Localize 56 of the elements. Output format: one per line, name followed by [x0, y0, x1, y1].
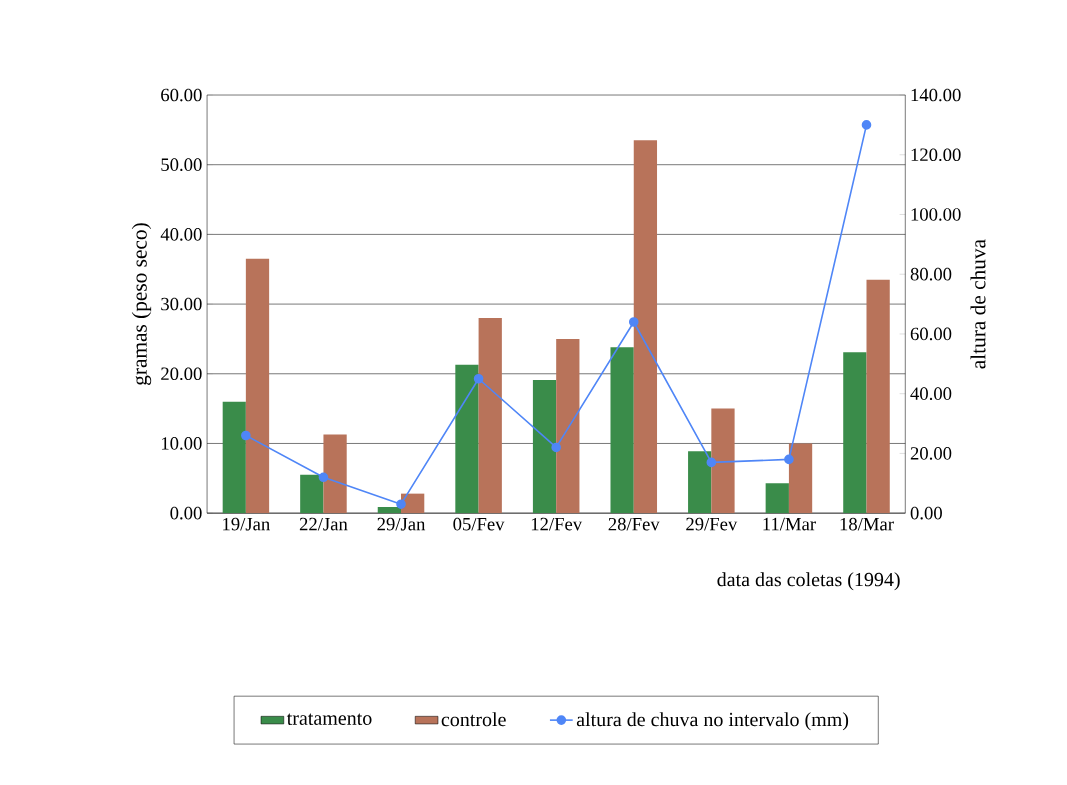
bar	[245, 258, 270, 514]
y2-tick-label: 140.00	[911, 88, 961, 102]
point	[241, 430, 251, 441]
x-axis-title: data das coletas (1994)	[717, 572, 900, 591]
bar	[711, 408, 735, 514]
bar	[222, 401, 246, 514]
y-tick-label: 50.00	[161, 158, 202, 171]
legend-label: altura de chuva no intervalo (mm)	[576, 712, 849, 731]
x-tick-label: 29/Jan	[377, 517, 426, 531]
bar	[866, 279, 890, 514]
y2-tick-label: 20.00	[910, 446, 952, 460]
bar	[532, 379, 557, 514]
bar	[478, 317, 502, 514]
legend-label: controle	[441, 712, 506, 727]
bar	[377, 506, 402, 514]
y2-tick-label: 100.00	[911, 208, 961, 221]
point	[396, 499, 406, 509]
y2-tick-label: 60.00	[910, 327, 952, 341]
y-tick-label: 40.00	[160, 227, 202, 241]
x-tick-label: 19/Jan	[223, 517, 270, 531]
x-tick-label: 29/Fev	[686, 517, 738, 531]
point	[861, 119, 872, 130]
bar	[765, 483, 789, 514]
x-tick-label: 12/Fev	[531, 517, 583, 531]
x-tick-label: 05/Fev	[453, 517, 505, 531]
y2-tick-label: 80.00	[910, 267, 952, 281]
y-tick-label: 10.00	[161, 437, 202, 450]
bar	[323, 434, 347, 514]
x-tick-label: 18/Mar	[840, 517, 894, 531]
y-tick-label: 0.00	[170, 506, 202, 520]
bar	[633, 140, 658, 514]
point	[628, 317, 639, 327]
bar	[455, 364, 479, 514]
bar	[610, 347, 634, 514]
point	[473, 373, 484, 384]
point	[784, 454, 794, 465]
x-tick-label: 11/Mar	[763, 517, 816, 531]
y2-tick-label: 120.00	[911, 148, 961, 161]
bar	[843, 352, 867, 514]
y-tick-label: 60.00	[161, 88, 202, 102]
point	[706, 457, 717, 468]
y-tick-label: 20.00	[161, 367, 202, 381]
legend-label: tratamento	[286, 713, 372, 725]
x-tick-label: 28/Fev	[608, 517, 660, 531]
y-axis-title: gramas (peso seco)	[131, 223, 152, 385]
bar	[788, 443, 813, 514]
point	[318, 472, 329, 483]
y2-tick-label: 0.00	[910, 506, 942, 520]
point	[551, 442, 561, 453]
y2-axis-title: altura de chuva	[970, 239, 986, 369]
y-tick-label: 30.00	[161, 297, 202, 311]
y2-tick-label: 40.00	[910, 387, 952, 400]
x-tick-label: 22/Jan	[299, 517, 348, 531]
bar	[688, 451, 712, 514]
bar	[300, 474, 324, 514]
bar	[556, 338, 580, 514]
